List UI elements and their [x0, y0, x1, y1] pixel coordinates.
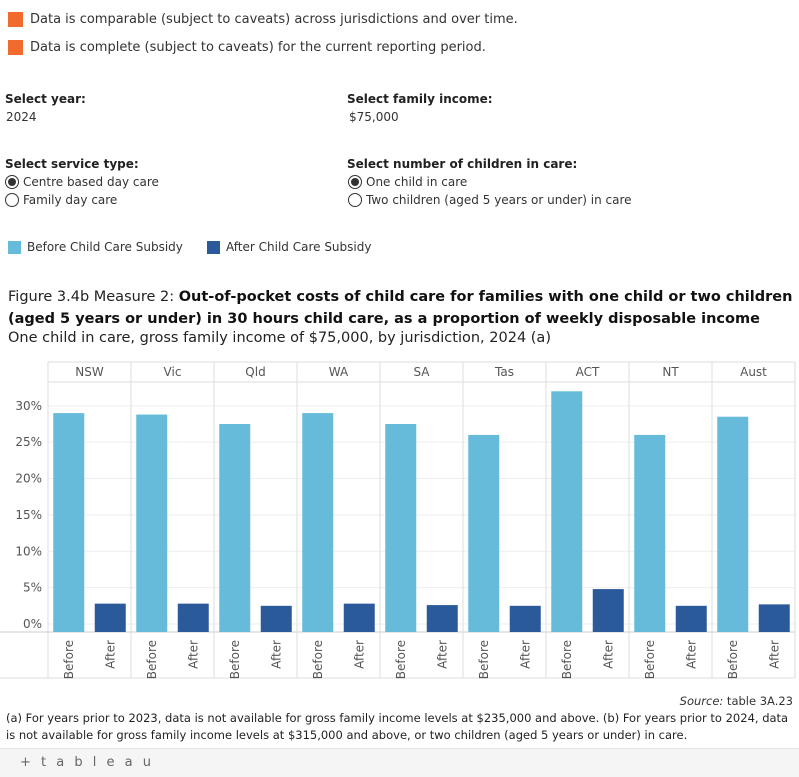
x-tick-label: After: [684, 640, 698, 669]
radio-selected-icon: [348, 175, 362, 189]
source-prefix: Source:: [679, 694, 724, 708]
radio-two-children[interactable]: Two children (aged 5 years or under) in …: [348, 191, 632, 209]
bar-wa-after: [343, 603, 375, 632]
bar-nsw-before: [53, 413, 85, 632]
y-tick-label: 25%: [15, 435, 42, 449]
figure-subtitle: One child in care, gross family income o…: [8, 330, 551, 346]
x-tick-label: After: [269, 640, 283, 669]
radio-family-day-care[interactable]: Family day care: [5, 191, 117, 209]
bar-sa-after: [426, 605, 458, 632]
legend-after[interactable]: After Child Care Subsidy: [207, 240, 371, 254]
tableau-logo[interactable]: + t a b l e a u: [20, 755, 154, 770]
complete-text: Data is complete (subject to caveats) fo…: [30, 40, 486, 55]
column-header-qld: Qld: [245, 365, 265, 379]
legend-after-label: After Child Care Subsidy: [226, 240, 372, 254]
y-tick-label: 0%: [23, 617, 42, 631]
x-tick-label: Before: [311, 640, 325, 679]
x-tick-label: After: [601, 640, 615, 669]
bar-act-before: [551, 391, 583, 632]
complete-swatch: [8, 40, 23, 55]
legend-before-swatch: [8, 240, 21, 254]
year-dropdown[interactable]: 2024: [6, 110, 37, 124]
column-header-nsw: NSW: [75, 365, 104, 379]
x-tick-label: After: [352, 640, 366, 669]
bar-vic-before: [136, 414, 168, 632]
x-tick-label: Before: [62, 640, 76, 679]
radio-family-day-care-label: Family day care: [23, 193, 118, 207]
bar-sa-before: [385, 424, 417, 632]
column-header-tas: Tas: [494, 365, 514, 379]
bar-vic-after: [177, 603, 209, 632]
x-tick-label: Before: [145, 640, 159, 679]
column-header-act: ACT: [576, 365, 600, 379]
x-tick-label: Before: [643, 640, 657, 679]
radio-selected-icon: [5, 175, 19, 189]
complete-indicator: Data is complete (subject to caveats) fo…: [8, 40, 486, 55]
legend-before[interactable]: Before Child Care Subsidy: [8, 240, 183, 254]
figure-title-bold: Out-of-pocket costs of child care for fa…: [8, 289, 793, 327]
y-tick-label: 30%: [15, 399, 42, 413]
radio-unselected-icon: [348, 193, 362, 207]
radio-unselected-icon: [5, 193, 19, 207]
legend-before-label: Before Child Care Subsidy: [27, 240, 183, 254]
radio-centre-based[interactable]: Centre based day care: [5, 173, 159, 191]
y-tick-label: 5%: [23, 581, 42, 595]
column-header-wa: WA: [329, 365, 349, 379]
bar-chart: 0% 5% 10% 15% 20% 25% 30% NSW Before After Vic Befo…: [0, 361, 796, 679]
source-text: table 3A.23: [723, 694, 793, 708]
x-tick-label: After: [767, 640, 781, 669]
column-header-vic: Vic: [164, 365, 182, 379]
year-label: Select year:: [5, 92, 86, 106]
bar-tas-before: [468, 434, 500, 632]
comparable-swatch: [8, 12, 23, 27]
radio-two-children-label: Two children (aged 5 years or under) in …: [366, 193, 632, 207]
comparable-text: Data is comparable (subject to caveats) …: [30, 12, 518, 27]
column-header-nt: NT: [662, 365, 679, 379]
y-tick-label: 20%: [15, 472, 42, 486]
bar-aust-after: [758, 604, 790, 632]
radio-centre-based-label: Centre based day care: [23, 175, 159, 189]
comparable-indicator: Data is comparable (subject to caveats) …: [8, 12, 518, 27]
bar-nsw-after: [94, 603, 126, 632]
x-tick-label: Before: [477, 640, 491, 679]
service-type-label: Select service type:: [5, 157, 139, 171]
y-tick-label: 10%: [15, 544, 42, 558]
bar-tas-after: [509, 605, 541, 632]
x-tick-label: After: [103, 640, 117, 669]
bar-aust-before: [717, 416, 749, 632]
children-label: Select number of children in care:: [347, 157, 578, 171]
bar-act-after: [592, 589, 624, 632]
tableau-footer: + t a b l e a u: [0, 748, 799, 777]
radio-one-child[interactable]: One child in care: [348, 173, 467, 191]
legend-after-swatch: [207, 240, 220, 254]
bar-qld-before: [219, 424, 251, 632]
bar-nt-before: [634, 434, 666, 632]
footnotes: (a) For years prior to 2023, data is not…: [6, 711, 789, 742]
figure-title: Figure 3.4b Measure 2: Out-of-pocket cos…: [8, 286, 793, 330]
x-tick-label: After: [435, 640, 449, 669]
x-tick-label: Before: [560, 640, 574, 679]
radio-one-child-label: One child in care: [366, 175, 468, 189]
income-label: Select family income:: [347, 92, 493, 106]
figure-title-prefix: Figure 3.4b Measure 2:: [8, 289, 179, 305]
income-dropdown[interactable]: $75,000: [349, 110, 399, 124]
bar-wa-before: [302, 413, 334, 632]
x-tick-label: After: [518, 640, 532, 669]
source-note: Source: table 3A.23: [680, 694, 793, 708]
column-header-sa: SA: [413, 365, 430, 379]
x-tick-label: After: [186, 640, 200, 669]
x-tick-label: Before: [394, 640, 408, 679]
y-tick-label: 15%: [15, 508, 42, 522]
x-tick-label: Before: [228, 640, 242, 679]
column-header-aust: Aust: [740, 365, 767, 379]
x-tick-label: Before: [726, 640, 740, 679]
bar-nt-after: [675, 605, 707, 632]
bar-qld-after: [260, 605, 292, 632]
